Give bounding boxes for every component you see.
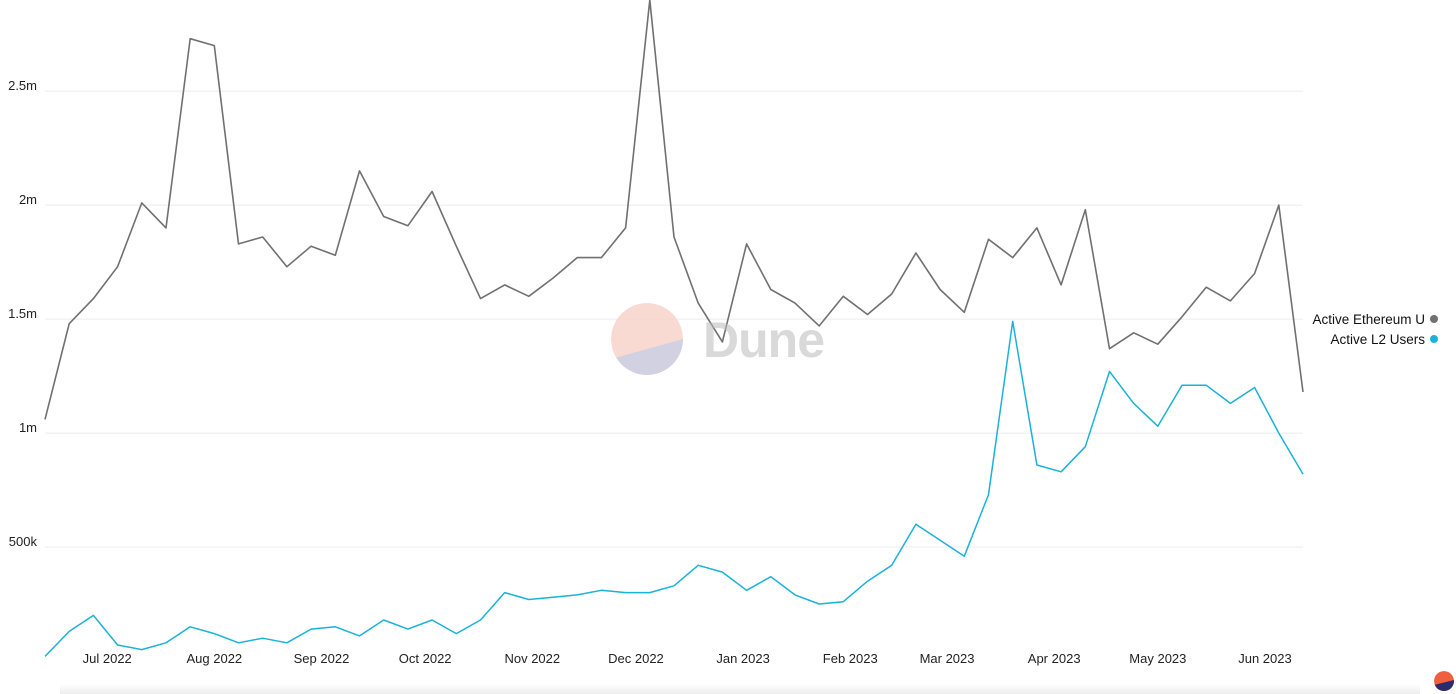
series-line-l2[interactable] <box>44 320 1304 657</box>
y-tick-label: 500k <box>9 534 38 549</box>
legend-item-l2[interactable]: Active L2 Users <box>1288 329 1438 349</box>
legend-label: Active L2 Users <box>1330 331 1425 347</box>
series-line-ethereum[interactable] <box>44 0 1304 420</box>
x-tick-label: Jun 2023 <box>1238 651 1292 666</box>
legend-dot-icon <box>1430 335 1438 343</box>
x-tick-label: Nov 2022 <box>504 651 560 666</box>
y-axis-ticks: 500k 1m 1.5m 2m 2.5m <box>8 78 37 549</box>
y-tick-label: 1.5m <box>8 306 37 321</box>
x-tick-label: Sep 2022 <box>294 651 350 666</box>
y-tick-label: 2m <box>19 192 37 207</box>
y-tick-label: 2.5m <box>8 78 37 93</box>
legend-label: Active Ethereum U <box>1312 311 1425 327</box>
dune-corner-logo-icon[interactable] <box>1434 671 1454 691</box>
bottom-shadow <box>60 684 1420 694</box>
dune-logo-icon <box>611 303 683 375</box>
y-tick-label: 1m <box>19 420 37 435</box>
x-tick-label: Jan 2023 <box>716 651 770 666</box>
dune-watermark: Dune <box>611 303 826 377</box>
x-tick-label: Oct 2022 <box>399 651 452 666</box>
legend-dot-icon <box>1430 315 1438 323</box>
legend: Active Ethereum U Active L2 Users <box>1288 309 1438 349</box>
x-axis-ticks: Jul 2022 Aug 2022 Sep 2022 Oct 2022 Nov 2022… <box>83 651 1292 666</box>
watermark-text: Dune <box>703 312 825 368</box>
x-tick-label: Mar 2023 <box>920 651 975 666</box>
x-tick-label: Apr 2023 <box>1028 651 1081 666</box>
x-tick-label: Feb 2023 <box>823 651 878 666</box>
x-tick-label: Dec 2022 <box>608 651 664 666</box>
legend-item-ethereum[interactable]: Active Ethereum U <box>1288 309 1438 329</box>
series-lines <box>44 0 1304 657</box>
x-tick-label: May 2023 <box>1129 651 1186 666</box>
x-tick-label: Jul 2022 <box>83 651 132 666</box>
x-tick-label: Aug 2022 <box>187 651 243 666</box>
